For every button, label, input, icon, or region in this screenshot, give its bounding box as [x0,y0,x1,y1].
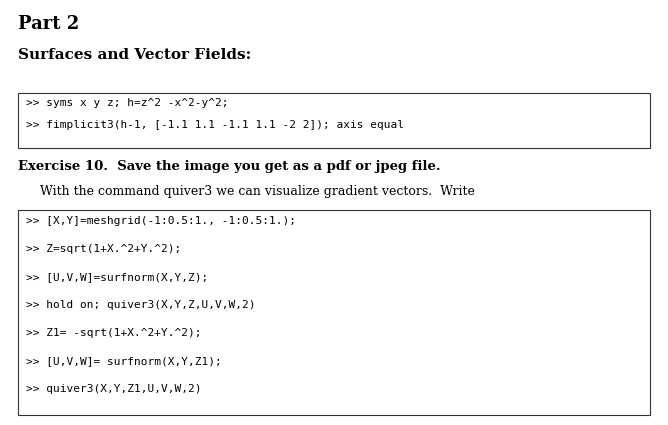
Text: Exercise 10.  Save the image you get as a pdf or jpeg file.: Exercise 10. Save the image you get as a… [18,160,441,173]
Text: >> [U,V,W]= surfnorm(X,Y,Z1);: >> [U,V,W]= surfnorm(X,Y,Z1); [26,356,222,366]
Text: >> quiver3(X,Y,Z1,U,V,W,2): >> quiver3(X,Y,Z1,U,V,W,2) [26,384,202,394]
Text: >> Z=sqrt(1+X.^2+Y.^2);: >> Z=sqrt(1+X.^2+Y.^2); [26,244,181,254]
Text: >> syms x y z; h=z^2 -x^2-y^2;: >> syms x y z; h=z^2 -x^2-y^2; [26,98,228,108]
FancyBboxPatch shape [18,210,650,415]
Text: >> fimplicit3(h-1, [-1.1 1.1 -1.1 1.1 -2 2]); axis equal: >> fimplicit3(h-1, [-1.1 1.1 -1.1 1.1 -2… [26,120,404,130]
Text: >> [X,Y]=meshgrid(-1:0.5:1., -1:0.5:1.);: >> [X,Y]=meshgrid(-1:0.5:1., -1:0.5:1.); [26,216,296,226]
FancyBboxPatch shape [18,93,650,148]
Text: Part 2: Part 2 [18,15,79,33]
Text: Surfaces and Vector Fields:: Surfaces and Vector Fields: [18,48,251,62]
Text: >> Z1= -sqrt(1+X.^2+Y.^2);: >> Z1= -sqrt(1+X.^2+Y.^2); [26,328,202,338]
Text: >> [U,V,W]=surfnorm(X,Y,Z);: >> [U,V,W]=surfnorm(X,Y,Z); [26,272,208,282]
Text: With the command quiver3 we can visualize gradient vectors.  Write: With the command quiver3 we can visualiz… [40,185,475,198]
Text: >> hold on; quiver3(X,Y,Z,U,V,W,2): >> hold on; quiver3(X,Y,Z,U,V,W,2) [26,300,255,310]
